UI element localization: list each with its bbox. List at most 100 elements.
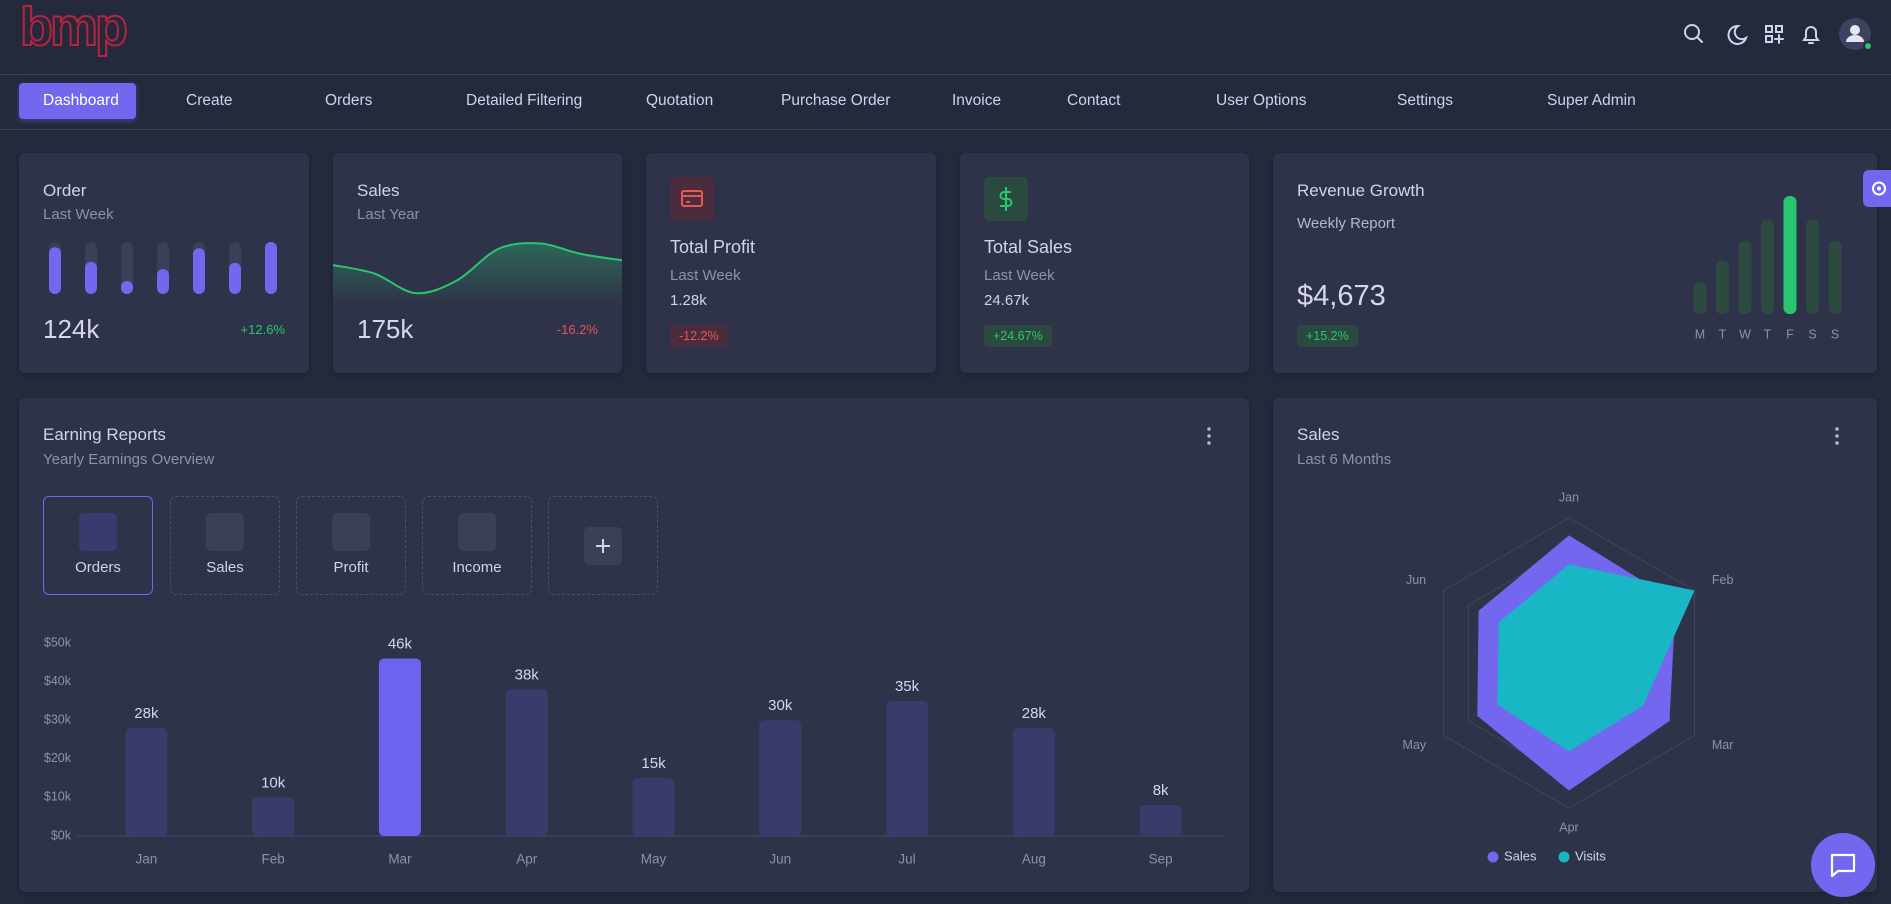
- bar: [1806, 219, 1819, 314]
- nav-label: Create: [186, 92, 233, 109]
- x-tick-label: Sep: [1149, 852, 1173, 867]
- nav-label: Invoice: [952, 92, 1002, 109]
- nav-item[interactable]: Purchase Order: [773, 83, 890, 119]
- bar: [85, 261, 97, 294]
- card-title: Revenue Growth: [1297, 181, 1425, 200]
- nav-label: Detailed Filtering: [466, 92, 583, 109]
- bell-icon[interactable]: [1802, 26, 1820, 44]
- radar-grid: [1442, 517, 1696, 809]
- card-title: Order: [43, 181, 87, 200]
- x-tick-label: T: [1764, 327, 1772, 341]
- theme-icon[interactable]: [1727, 24, 1748, 45]
- x-tick-label: S: [1831, 327, 1839, 341]
- x-tick-label: Jul: [898, 852, 915, 867]
- search-icon[interactable]: [1684, 24, 1700, 40]
- bar: [886, 700, 929, 836]
- nav-item[interactable]: User Options: [1208, 83, 1314, 119]
- nav-item[interactable]: Contact: [1059, 83, 1128, 119]
- stat-change: -12.2%: [670, 325, 728, 347]
- nav-label: Quotation: [646, 92, 714, 109]
- header-icons: [1684, 18, 1873, 51]
- radar-area: [1497, 564, 1695, 752]
- order-chart: [49, 242, 277, 294]
- tab[interactable]: Sales: [170, 496, 280, 595]
- chat-button[interactable]: [1811, 833, 1875, 897]
- bar: [1139, 805, 1182, 836]
- value-label: 30k: [768, 697, 793, 714]
- more-menu[interactable]: [1834, 426, 1840, 446]
- bar: [1012, 727, 1055, 836]
- nav-item[interactable]: Invoice: [944, 83, 1001, 119]
- bar: [157, 269, 169, 294]
- nav-label: Contact: [1067, 92, 1121, 109]
- nav-item[interactable]: Orders: [317, 83, 380, 119]
- x-tick-label: May: [641, 852, 667, 867]
- tab[interactable]: Profit: [296, 496, 406, 595]
- profit-icon: [670, 177, 714, 221]
- stat-value: 1.28k: [670, 292, 707, 309]
- legend-label: Visits: [1575, 848, 1606, 863]
- line: [333, 242, 622, 295]
- card-subtitle: Last Year: [357, 206, 420, 223]
- tab-label: Profit: [333, 559, 369, 576]
- stat-value: 24.67k: [984, 292, 1030, 309]
- x-tick-label: Jan: [135, 852, 157, 867]
- order-card: Order Last Week 124k +12.6%: [19, 153, 309, 373]
- sales-icon: [984, 177, 1028, 221]
- logo[interactable]: bmp: [19, 0, 129, 58]
- card-change: +15.2%: [1297, 325, 1358, 347]
- customizer-toggle[interactable]: [1863, 170, 1891, 207]
- nav-item[interactable]: Dashboard: [19, 83, 136, 119]
- nav-item[interactable]: Super Admin: [1539, 83, 1644, 119]
- nav-label: Settings: [1397, 92, 1454, 109]
- earning-card: Earning Reports Yearly Earnings Overview…: [19, 398, 1249, 892]
- bar: [378, 658, 421, 836]
- y-tick-label: $0k: [51, 828, 72, 842]
- value-label: 10k: [261, 774, 286, 791]
- value-label: 15k: [641, 755, 666, 772]
- radar-chart: Jan Feb Mar Apr May Jun Sales Visits: [1402, 490, 1733, 863]
- bar: [229, 262, 241, 294]
- tab-icon: [206, 513, 244, 551]
- add-tab[interactable]: [548, 496, 658, 595]
- card-subtitle: Last Week: [43, 206, 114, 223]
- earning-chart: $0k $10k $20k $30k $40k $50k 28k Jan 10k Feb 46k Ma…: [44, 635, 1224, 867]
- nav-item[interactable]: Create: [178, 83, 241, 119]
- radar-card: Sales Last 6 Months Jan Feb Mar Apr May Jun Sa…: [1273, 398, 1877, 892]
- bar: [505, 689, 548, 836]
- axis-label: Jan: [1559, 490, 1579, 504]
- x-tick-label: Feb: [262, 852, 285, 867]
- nav-item[interactable]: Settings: [1389, 83, 1461, 119]
- nav-label: Dashboard: [43, 92, 119, 109]
- bar-track: [121, 242, 133, 294]
- bar: [1716, 260, 1729, 314]
- x-tick-label: Aug: [1022, 852, 1046, 867]
- card-subtitle: Weekly Report: [1297, 215, 1396, 232]
- tab[interactable]: Income: [422, 496, 532, 595]
- bar: [1761, 219, 1774, 314]
- profit-card: Total Profit Last Week 1.28k -12.2%: [646, 153, 936, 373]
- y-tick-label: $40k: [44, 674, 72, 688]
- revenue-card: Revenue Growth Weekly Report $4,673 +15.…: [1273, 153, 1877, 373]
- tab-label: Sales: [206, 559, 244, 576]
- legend-marker: [1558, 851, 1570, 863]
- bar: [265, 242, 277, 294]
- more-menu[interactable]: [1206, 426, 1212, 446]
- card-value: 124k: [43, 314, 100, 344]
- bar: [49, 247, 61, 294]
- line-area: [333, 243, 622, 305]
- bar: [193, 248, 205, 294]
- nav-label: Orders: [325, 92, 373, 109]
- nav-item[interactable]: Quotation: [638, 83, 713, 119]
- bar: [1738, 240, 1752, 314]
- card-title: Earning Reports: [43, 425, 166, 444]
- nav-label: Super Admin: [1547, 92, 1636, 109]
- nav-item[interactable]: Detailed Filtering: [458, 83, 582, 119]
- apps-icon[interactable]: [1765, 25, 1773, 33]
- y-tick-label: $20k: [44, 751, 72, 765]
- card-subtitle: Last 6 Months: [1297, 451, 1392, 468]
- total-sales-card: Total Sales Last Week 24.67k +24.67%: [960, 153, 1249, 373]
- tab[interactable]: Orders: [43, 496, 153, 595]
